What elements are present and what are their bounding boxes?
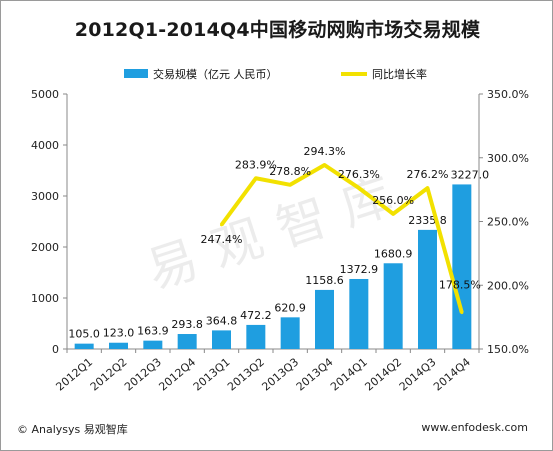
y-left-tick-label: 4000 bbox=[31, 139, 59, 152]
x-tick-label: 2014Q1 bbox=[328, 355, 370, 393]
growth-point bbox=[460, 311, 464, 315]
bar bbox=[246, 324, 266, 349]
bar-data-label: 3227.0 bbox=[451, 168, 490, 181]
y-left-tick-label: 3000 bbox=[31, 190, 59, 203]
legend-line-label: 同比增长率 bbox=[372, 67, 427, 81]
x-tick-label: 2013Q3 bbox=[259, 355, 301, 393]
x-tick-label: 2013Q4 bbox=[294, 355, 336, 393]
x-tick-label: 2014Q4 bbox=[431, 355, 473, 393]
x-tick-label: 2013Q1 bbox=[191, 355, 233, 393]
bar bbox=[109, 342, 128, 349]
growth-point bbox=[357, 186, 361, 190]
line-data-label: 283.9% bbox=[235, 158, 277, 171]
bar-data-label: 620.9 bbox=[274, 301, 306, 314]
line-data-label: 276.2% bbox=[407, 168, 449, 181]
growth-point bbox=[288, 183, 292, 187]
bar bbox=[177, 334, 197, 349]
x-tick-label: 2014Q2 bbox=[362, 355, 404, 393]
growth-point bbox=[426, 186, 429, 190]
legend-bar-swatch bbox=[124, 69, 148, 78]
y-left-tick-label: 2000 bbox=[31, 241, 59, 254]
bar-data-label: 123.0 bbox=[103, 327, 135, 340]
bar-data-label: 105.0 bbox=[68, 328, 100, 341]
x-tick-label: 2013Q2 bbox=[225, 355, 267, 393]
line-data-label: 178.5% bbox=[439, 279, 481, 292]
footer-source: © Analysys 易观智库 bbox=[17, 423, 128, 436]
x-tick-label: 2014Q3 bbox=[397, 355, 439, 393]
x-tick-label: 2012Q2 bbox=[88, 355, 130, 393]
bar-data-label: 2335.8 bbox=[408, 214, 447, 227]
legend-bar-label: 交易规模（亿元 人民币） bbox=[153, 67, 278, 81]
y-right-tick-label: 350.0% bbox=[487, 88, 529, 101]
bar bbox=[74, 343, 94, 349]
y-right-tick-label: 150.0% bbox=[487, 343, 529, 356]
bar-data-label: 293.8 bbox=[171, 318, 203, 331]
bar-data-label: 364.8 bbox=[206, 314, 238, 327]
y-right-tick-label: 300.0% bbox=[487, 152, 529, 165]
bar bbox=[349, 278, 369, 349]
bar bbox=[383, 263, 403, 349]
line-data-label: 294.3% bbox=[304, 145, 346, 158]
x-tick-label: 2012Q1 bbox=[53, 355, 95, 393]
growth-point bbox=[323, 163, 326, 167]
x-tick-label: 2012Q4 bbox=[156, 355, 198, 393]
growth-point bbox=[220, 223, 223, 227]
x-tick-label: 2012Q3 bbox=[122, 355, 164, 393]
y-left-tick-label: 5000 bbox=[31, 88, 59, 101]
y-right-tick-label: 250.0% bbox=[487, 216, 529, 229]
bar-data-label: 1680.9 bbox=[374, 247, 413, 260]
bar bbox=[315, 289, 334, 349]
line-data-label: 278.8% bbox=[269, 165, 311, 178]
growth-point bbox=[391, 212, 395, 216]
line-data-label: 276.3% bbox=[338, 168, 380, 181]
bar bbox=[212, 330, 231, 349]
bar bbox=[418, 229, 437, 349]
growth-point bbox=[254, 176, 258, 180]
bar bbox=[143, 340, 163, 349]
chart-title: 2012Q1-2014Q4中国移动网购市场交易规模 bbox=[74, 19, 481, 41]
bar-data-label: 1158.6 bbox=[305, 274, 344, 287]
bar bbox=[452, 184, 472, 349]
y-right-tick-label: 200.0% bbox=[487, 279, 529, 292]
bar bbox=[280, 317, 300, 349]
y-left-tick-label: 0 bbox=[52, 343, 59, 356]
bar-data-label: 163.9 bbox=[137, 325, 169, 338]
footer-url: www.enfodesk.com bbox=[421, 421, 528, 434]
y-left-tick-label: 1000 bbox=[31, 292, 59, 305]
line-data-label: 256.0% bbox=[372, 194, 414, 207]
growth-line bbox=[219, 163, 464, 314]
bar-data-label: 1372.9 bbox=[340, 263, 379, 276]
line-data-label: 247.4% bbox=[201, 233, 243, 246]
bar-data-label: 472.2 bbox=[240, 309, 272, 322]
